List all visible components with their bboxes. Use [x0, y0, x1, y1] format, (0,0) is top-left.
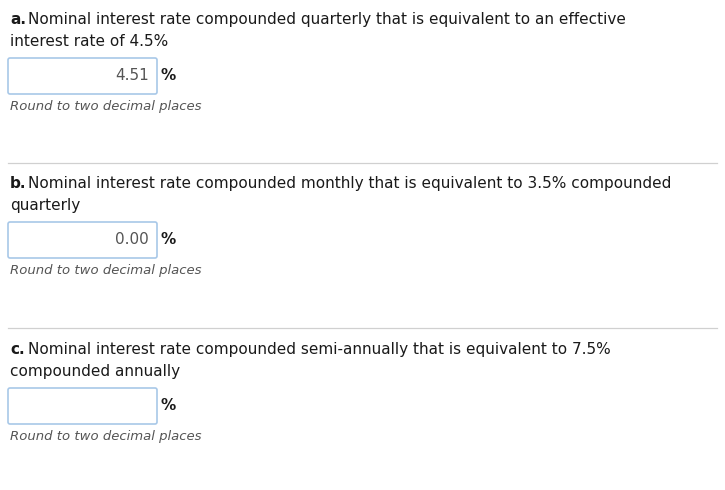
- Text: b.: b.: [10, 176, 27, 191]
- Text: 0.00: 0.00: [115, 232, 149, 247]
- Text: Nominal interest rate compounded quarterly that is equivalent to an effective: Nominal interest rate compounded quarter…: [28, 12, 626, 27]
- Text: interest rate of 4.5%: interest rate of 4.5%: [10, 34, 168, 49]
- FancyBboxPatch shape: [8, 388, 157, 424]
- Text: Nominal interest rate compounded semi-annually that is equivalent to 7.5%: Nominal interest rate compounded semi-an…: [28, 342, 610, 357]
- Text: %: %: [161, 232, 176, 247]
- Text: Round to two decimal places: Round to two decimal places: [10, 264, 202, 277]
- Text: Nominal interest rate compounded monthly that is equivalent to 3.5% compounded: Nominal interest rate compounded monthly…: [28, 176, 671, 191]
- Text: %: %: [161, 398, 176, 414]
- Text: Round to two decimal places: Round to two decimal places: [10, 100, 202, 113]
- Text: a.: a.: [10, 12, 26, 27]
- FancyBboxPatch shape: [8, 222, 157, 258]
- Text: c.: c.: [10, 342, 25, 357]
- Text: %: %: [161, 69, 176, 83]
- Text: compounded annually: compounded annually: [10, 364, 180, 379]
- Text: quarterly: quarterly: [10, 198, 80, 213]
- Text: Round to two decimal places: Round to two decimal places: [10, 430, 202, 443]
- Text: 4.51: 4.51: [115, 69, 149, 83]
- FancyBboxPatch shape: [8, 58, 157, 94]
